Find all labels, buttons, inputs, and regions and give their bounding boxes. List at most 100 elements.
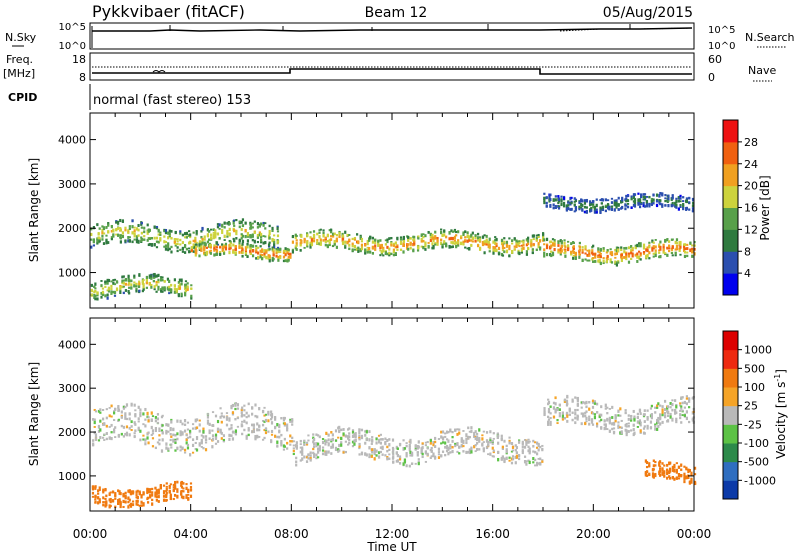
heatmap-cell <box>256 246 260 249</box>
heatmap-cell <box>663 411 667 415</box>
heatmap-cell <box>636 259 639 263</box>
heatmap-cell <box>460 438 463 443</box>
heatmap-cell <box>251 238 254 242</box>
sky-tick-right-top: 10^5 <box>708 25 735 36</box>
heatmap-cell <box>158 430 161 433</box>
heatmap-cell <box>328 241 331 245</box>
heatmap-cell <box>99 436 102 440</box>
heatmap-cell <box>276 234 280 238</box>
heatmap-cell <box>174 449 177 452</box>
heatmap-cell <box>176 447 179 451</box>
heatmap-cell <box>379 244 382 247</box>
heatmap-cell <box>249 253 252 255</box>
heatmap-cell <box>137 228 140 232</box>
heatmap-cell <box>112 281 115 285</box>
heatmap-cell <box>671 245 674 249</box>
heatmap-cell <box>637 202 640 204</box>
heatmap-cell <box>185 483 188 486</box>
heatmap-cell <box>578 205 581 210</box>
heatmap-cell <box>215 241 219 245</box>
heatmap-cell <box>295 444 298 448</box>
heatmap-cell <box>219 429 222 433</box>
heatmap-cell <box>408 443 411 448</box>
heatmap-cell <box>358 442 361 446</box>
heatmap-cell <box>661 462 664 465</box>
heatmap-cell <box>679 402 682 405</box>
heatmap-cell <box>211 438 215 441</box>
heatmap-cell <box>518 251 521 256</box>
colorbar-swatch <box>723 185 738 208</box>
heatmap-cell <box>278 423 281 427</box>
heatmap-cell <box>663 470 666 473</box>
heatmap-cell <box>244 246 248 249</box>
heatmap-cell <box>115 281 119 284</box>
heatmap-cell <box>634 253 637 257</box>
heatmap-cell <box>648 202 651 206</box>
heatmap-cell <box>467 426 470 430</box>
heatmap-cell <box>566 419 569 423</box>
heatmap-cell <box>675 197 678 200</box>
heatmap-cell <box>228 418 231 422</box>
heatmap-cell <box>122 405 126 408</box>
heatmap-cell <box>121 219 125 223</box>
heatmap-cell <box>410 452 414 456</box>
heatmap-cell <box>369 250 372 254</box>
heatmap-cell <box>329 235 333 238</box>
heatmap-cell <box>447 439 450 443</box>
heatmap-cell <box>110 404 113 408</box>
heatmap-cell <box>432 239 435 243</box>
heatmap-cell <box>173 240 177 245</box>
heatmap-cell <box>155 489 158 492</box>
heatmap-cell <box>108 406 111 409</box>
heatmap-cell <box>113 290 117 294</box>
heatmap-cell <box>633 431 636 434</box>
heatmap-cell <box>232 243 235 247</box>
heatmap-cell <box>244 221 247 225</box>
heatmap-cell <box>562 196 566 200</box>
freq-tick-bottom: 8 <box>79 71 86 84</box>
heatmap-cell <box>353 238 357 241</box>
heatmap-cell <box>402 439 405 442</box>
heatmap-cell <box>670 252 674 254</box>
heatmap-cell <box>364 452 367 456</box>
heatmap-cell <box>674 240 677 245</box>
heatmap-cell <box>384 239 387 242</box>
heatmap-cell <box>133 403 136 407</box>
heatmap-cell <box>679 200 682 203</box>
heatmap-cell <box>244 229 247 233</box>
heatmap-cell <box>272 248 275 251</box>
heatmap-cell <box>219 415 222 419</box>
heatmap-cell <box>515 245 518 249</box>
heatmap-cell <box>634 246 637 250</box>
heatmap-cell <box>286 441 289 445</box>
heatmap-cell <box>580 198 583 202</box>
heatmap-cell <box>261 248 264 252</box>
heatmap-cell <box>388 254 391 257</box>
heatmap-cell <box>338 235 341 239</box>
heatmap-cell <box>198 442 201 446</box>
heatmap-cell <box>416 453 419 457</box>
heatmap-cell <box>284 259 287 263</box>
heatmap-cell <box>157 278 160 282</box>
heatmap-cell <box>602 247 605 250</box>
heatmap-cell <box>144 407 147 411</box>
heatmap-cell <box>313 452 316 456</box>
heatmap-cell <box>208 422 211 426</box>
heatmap-cell <box>228 427 231 431</box>
heatmap-cell <box>494 238 497 242</box>
heatmap-cell <box>341 234 345 238</box>
heatmap-cell <box>557 248 560 253</box>
heatmap-cell <box>128 227 131 230</box>
heatmap-cell <box>234 403 237 407</box>
heatmap-cell <box>638 408 642 412</box>
heatmap-cell <box>656 406 659 409</box>
heatmap-cell <box>338 449 341 452</box>
heatmap-cell <box>195 418 199 422</box>
heatmap-cell <box>598 254 601 258</box>
heatmap-cell <box>210 233 213 237</box>
heatmap-cell <box>557 240 560 243</box>
heatmap-cell <box>151 429 155 433</box>
heatmap-cell <box>566 394 569 399</box>
heatmap-cell <box>231 403 235 408</box>
heatmap-cell <box>221 248 224 251</box>
